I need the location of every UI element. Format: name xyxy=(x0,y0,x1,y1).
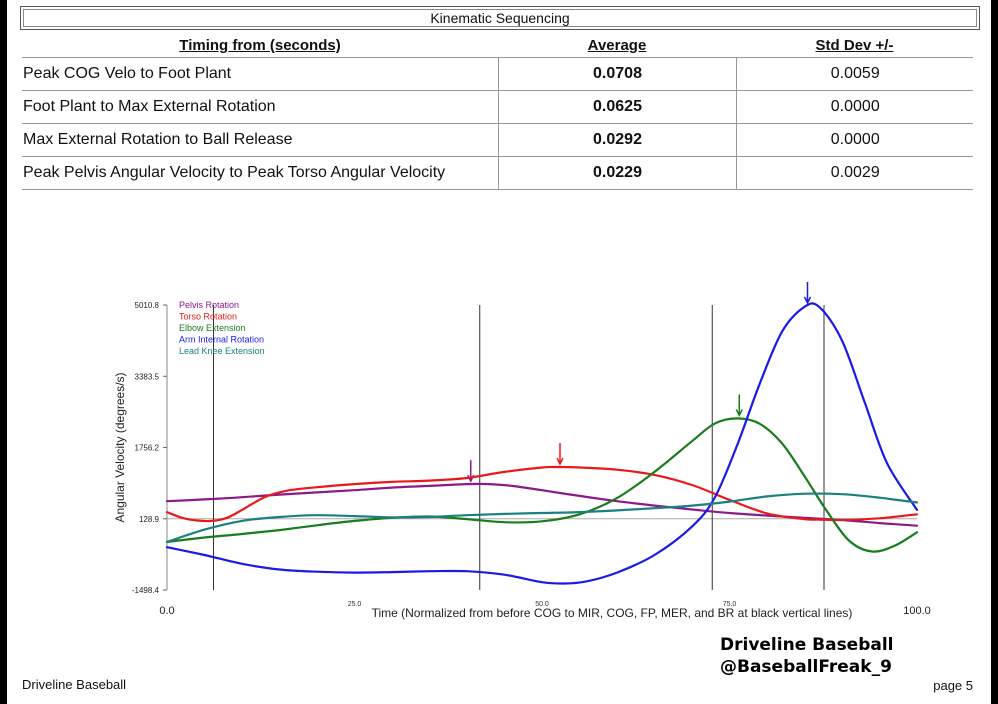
y-axis-label: Angular Velocity (degrees/s) xyxy=(113,372,127,522)
header-average: Average xyxy=(587,36,647,54)
x-axis-label: Time (Normalized from before COG to MIR,… xyxy=(372,606,853,620)
row-average: 0.0625 xyxy=(498,90,737,124)
legend-entry-lead-knee-extension: Lead Knee Extension xyxy=(179,346,265,356)
y-tick-label: 1756.2 xyxy=(135,444,160,453)
table-row: Max External Rotation to Ball Release 0.… xyxy=(22,123,973,157)
x-tick-label: 50.0 xyxy=(535,601,549,608)
x-tick-label: 75.0 xyxy=(723,601,737,608)
series-line-lead-knee-extension xyxy=(165,492,919,543)
row-std-dev: 0.0059 xyxy=(736,57,973,91)
legend-entry-torso-rotation: Torso Rotation xyxy=(179,312,237,322)
table-row: Peak Pelvis Angular Velocity to Peak Tor… xyxy=(22,156,973,190)
row-label: Peak Pelvis Angular Velocity to Peak Tor… xyxy=(22,156,499,190)
legend-entry-arm-internal-rotation: Arm Internal Rotation xyxy=(179,335,264,345)
header-timing: Timing from (seconds) xyxy=(179,36,341,54)
y-tick-label: -1498.4 xyxy=(132,586,160,595)
legend-entry-pelvis-rotation: Pelvis Rotation xyxy=(179,300,239,310)
x-tick-label: 25.0 xyxy=(348,601,362,608)
series-line-torso-rotation xyxy=(165,465,919,523)
x-tick-label: 100.0 xyxy=(903,605,931,617)
row-std-dev: 0.0029 xyxy=(736,156,973,190)
peak-arrowhead-torso-rotation xyxy=(556,457,564,466)
watermark: Driveline Baseball @BaseballFreak_9 xyxy=(720,634,894,678)
peak-arrowhead-elbow-extension xyxy=(735,409,743,418)
watermark-line-2: @BaseballFreak_9 xyxy=(720,657,892,677)
row-std-dev: 0.0000 xyxy=(736,123,973,157)
row-label: Foot Plant to Max External Rotation xyxy=(22,90,499,124)
report-page: Kinematic Sequencing Timing from (second… xyxy=(7,0,991,704)
y-tick-label: 5010.8 xyxy=(135,301,160,310)
table-row: Foot Plant to Max External Rotation 0.06… xyxy=(22,90,973,124)
section-title: Kinematic Sequencing xyxy=(20,6,980,30)
legend-entry-elbow-extension: Elbow Extension xyxy=(179,323,246,333)
row-average: 0.0229 xyxy=(498,156,737,190)
row-label: Max External Rotation to Ball Release xyxy=(22,123,499,157)
timing-table: Timing from (seconds) Average Std Dev +/… xyxy=(22,33,973,190)
row-average: 0.0292 xyxy=(498,123,737,157)
y-tick-label: 128.9 xyxy=(139,515,160,524)
x-tick-label: 0.0 xyxy=(159,605,174,617)
row-label: Peak COG Velo to Foot Plant xyxy=(22,57,499,91)
table-row: Peak COG Velo to Foot Plant 0.0708 0.005… xyxy=(22,57,973,91)
series-line-arm-internal-rotation xyxy=(165,302,919,585)
watermark-line-1: Driveline Baseball xyxy=(720,635,894,655)
row-average: 0.0708 xyxy=(498,57,737,91)
table-header-row: Timing from (seconds) Average Std Dev +/… xyxy=(22,33,973,58)
header-std-dev: Std Dev +/- xyxy=(815,36,894,54)
series-line-elbow-extension xyxy=(165,417,919,553)
peak-arrowhead-arm-internal-rotation xyxy=(803,296,812,305)
row-std-dev: 0.0000 xyxy=(736,90,973,124)
page-number: page 5 xyxy=(933,678,973,693)
footer-brand: Driveline Baseball xyxy=(22,677,127,692)
y-tick-label: 3383.5 xyxy=(135,372,160,381)
